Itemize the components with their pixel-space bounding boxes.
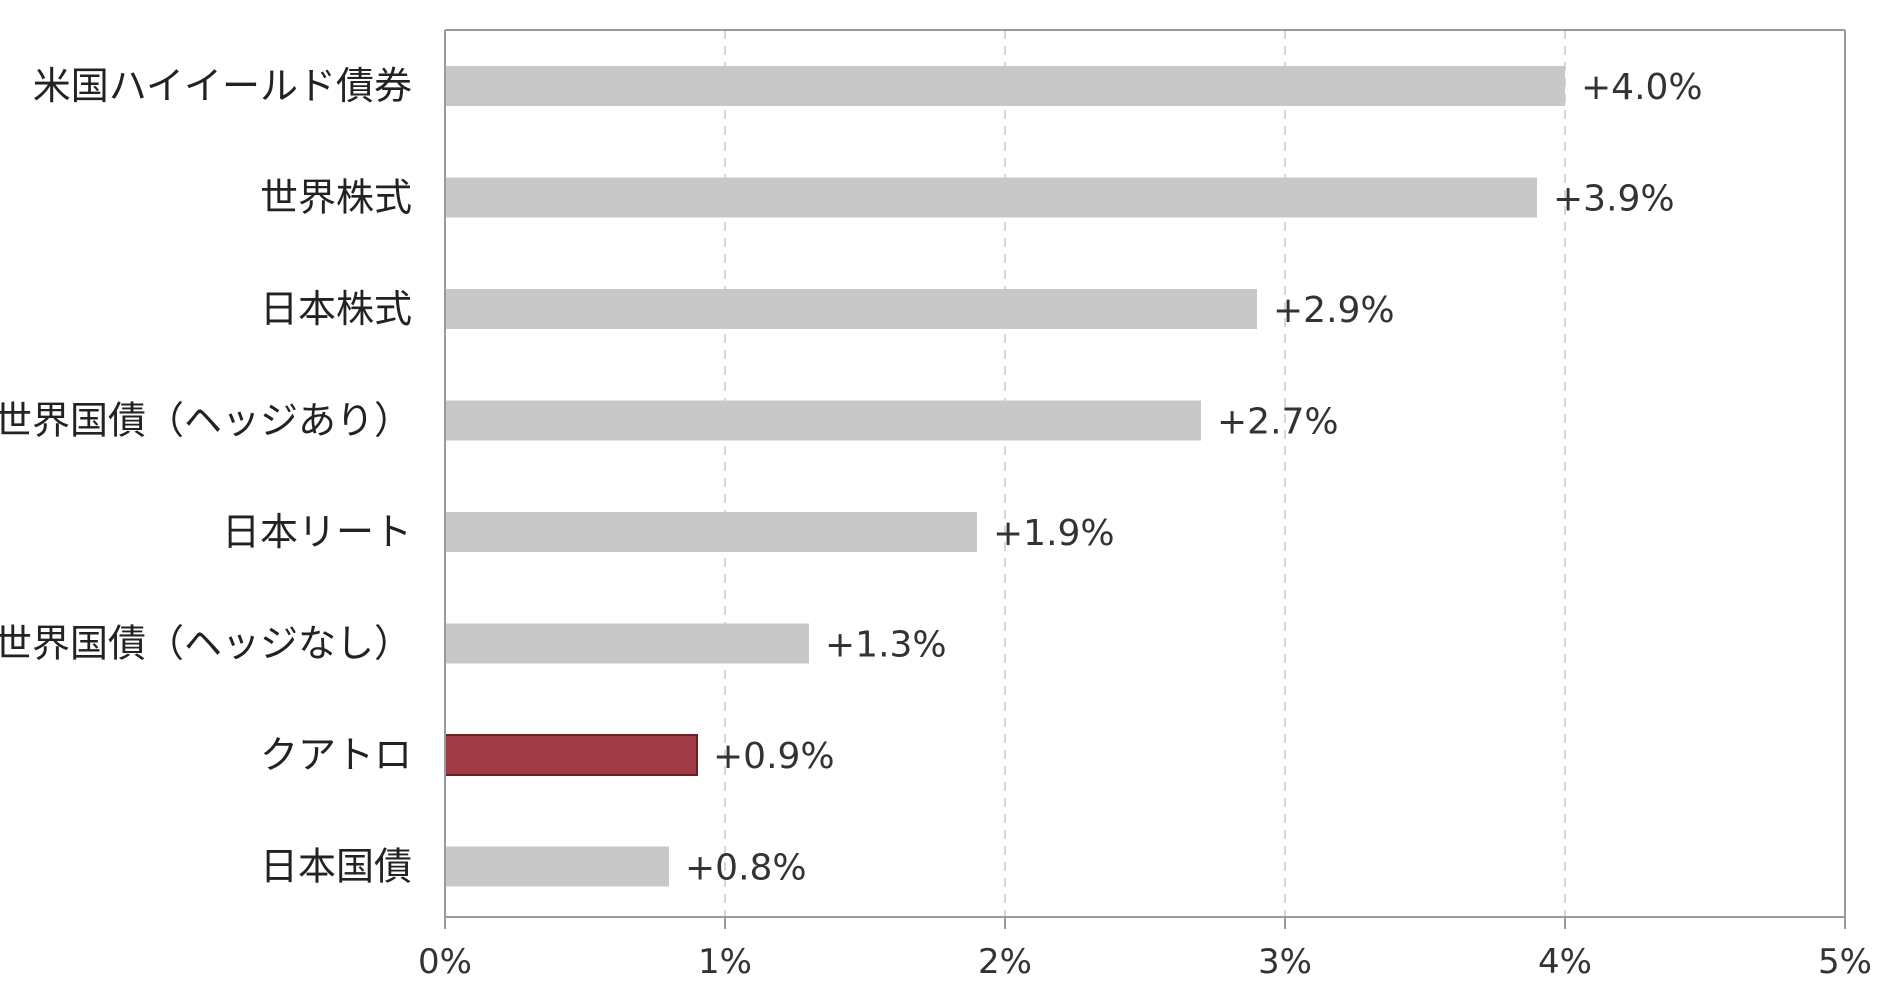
category-label: クアトロ [260, 733, 412, 777]
value-label: +0.8% [685, 848, 807, 889]
gridlines [724, 30, 1566, 917]
category-label: 世界国債（ヘッジあり） [0, 399, 412, 443]
x-tick-label: 0% [418, 942, 472, 982]
value-label: +0.9% [713, 736, 835, 777]
bar-7 [445, 846, 669, 887]
x-tick-label: 4% [1538, 942, 1592, 982]
x-tick-label: 2% [978, 942, 1032, 982]
category-label: 日本株式 [260, 287, 412, 331]
category-label: 日本リート [222, 510, 412, 554]
value-label: +2.9% [1273, 290, 1395, 331]
bar-1 [445, 177, 1537, 218]
category-label: 米国ハイイールド債券 [33, 64, 412, 108]
axes [444, 29, 1846, 929]
bar-3 [445, 400, 1201, 441]
category-label: 日本国債 [260, 845, 412, 889]
value-label: +1.9% [993, 513, 1115, 554]
value-label: +4.0% [1581, 67, 1703, 108]
category-label: 世界国債（ヘッジなし） [0, 622, 412, 666]
value-label: +1.3% [825, 625, 947, 666]
x-tick-label: 1% [698, 942, 752, 982]
bar-4 [445, 512, 977, 552]
bar-6 [444, 734, 698, 776]
bar-0 [445, 66, 1565, 106]
labels: 米国ハイイールド債券 +4.0% 世界株式 +3.9% 日本株式 +2.9% 世界国債（ヘッ… [0, 64, 1872, 982]
bars [444, 66, 1565, 887]
x-tick-label: 3% [1258, 942, 1312, 982]
value-label: +2.7% [1217, 402, 1339, 443]
x-tick-label: 5% [1818, 942, 1872, 982]
bar-5 [445, 623, 809, 664]
value-label: +3.9% [1553, 179, 1675, 220]
bar-2 [445, 289, 1257, 329]
category-label: 世界株式 [260, 176, 412, 220]
